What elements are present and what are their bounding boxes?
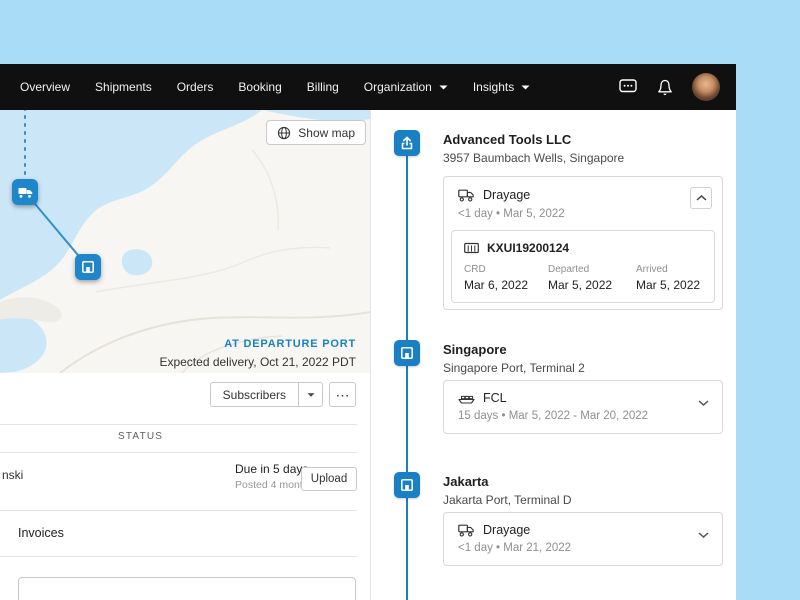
container-row: KXUI19200124 — [464, 241, 702, 255]
chevron-down-icon — [307, 392, 314, 397]
date-column: Departed Mar 5, 2022 — [548, 264, 636, 292]
chat-icon[interactable] — [619, 79, 638, 95]
document-name-fragment: nski — [2, 468, 24, 482]
singapore-timeline-icon[interactable] — [394, 340, 420, 366]
stop-title: Jakarta — [443, 474, 489, 489]
divider — [0, 556, 357, 557]
subscribers-button[interactable]: Subscribers — [209, 382, 299, 407]
show-map-label: Show map — [298, 125, 355, 140]
truck-icon — [18, 187, 32, 198]
jakarta-timeline-icon[interactable] — [394, 472, 420, 498]
chevron-down-icon — [698, 400, 709, 406]
nav-shipments[interactable]: Shipments — [95, 80, 152, 94]
leg-meta: <1 day • Mar 21, 2022 — [458, 542, 572, 554]
stop-title: Singapore — [443, 342, 507, 357]
shipment-status-text: AT DEPARTURE PORT — [224, 338, 356, 350]
shipment-status-block: AT DEPARTURE PORT Expected delivery, Oct… — [159, 338, 356, 407]
truck-icon — [458, 189, 474, 202]
leg-mode-row: Drayage — [458, 188, 708, 202]
leg-card-header: FCL 15 days • Mar 5, 2022 - Mar 20, 2022 — [444, 381, 722, 422]
port-icon — [82, 261, 94, 273]
container-id: KXUI19200124 — [487, 241, 570, 255]
leg-card-header: Drayage <1 day • Mar 21, 2022 — [444, 513, 722, 554]
expand-leg-button[interactable] — [698, 400, 709, 406]
leg-mode-label: Drayage — [483, 188, 531, 202]
nav-insights-label: Insights — [472, 80, 515, 94]
top-navbar: Overview Shipments Orders Booking Billin… — [0, 64, 736, 110]
leg-meta: 15 days • Mar 5, 2022 - Mar 20, 2022 — [458, 410, 649, 422]
collapse-leg-button[interactable] — [690, 187, 712, 209]
truck-icon — [458, 524, 474, 537]
upload-button[interactable]: Upload — [301, 467, 357, 491]
map[interactable] — [0, 110, 371, 373]
nav-overview[interactable]: Overview — [20, 80, 71, 94]
ship-icon — [458, 395, 475, 404]
route-timeline-panel: Advanced Tools LLC 3957 Baumbach Wells, … — [385, 110, 736, 600]
stop-subtitle: Jakarta Port, Terminal D — [443, 493, 572, 507]
more-actions-button[interactable]: ⋯ — [329, 382, 356, 407]
shipment-detail-panel: Show map AT DEPARTURE PORT Expected deli… — [0, 110, 371, 600]
port-icon — [401, 347, 413, 359]
expand-leg-button[interactable] — [698, 532, 709, 538]
date-label: Departed — [548, 264, 590, 275]
date-column: Arrived Mar 5, 2022 — [636, 264, 700, 292]
chevron-down-icon — [521, 85, 530, 89]
expected-delivery-text: Expected delivery, Oct 21, 2022 PDT — [159, 355, 356, 369]
chevron-up-icon — [696, 195, 706, 201]
nav-organization-label: Organization — [363, 80, 432, 94]
divider — [0, 424, 357, 425]
stop-title: Advanced Tools LLC — [443, 132, 572, 147]
leg-mode-row: Drayage — [458, 523, 708, 537]
nav-insights[interactable]: Insights — [473, 80, 530, 94]
shipment-actions: Subscribers ⋯ — [159, 382, 356, 407]
stop-subtitle: 3957 Baumbach Wells, Singapore — [443, 151, 625, 165]
nav-organization[interactable]: Organization — [364, 80, 448, 94]
globe-icon — [278, 126, 291, 139]
chevron-down-icon — [439, 85, 448, 89]
date-value: Mar 6, 2022 — [464, 278, 529, 292]
status-column-header: STATUS — [118, 431, 164, 442]
truck-map-marker[interactable] — [12, 179, 38, 205]
bell-icon[interactable] — [657, 79, 673, 96]
divider — [0, 452, 357, 453]
leg-card-drayage-destination: Drayage <1 day • Mar 21, 2022 — [443, 512, 723, 566]
leg-card-fcl: FCL 15 days • Mar 5, 2022 - Mar 20, 2022 — [443, 380, 723, 434]
export-icon — [401, 136, 413, 150]
origin-timeline-icon[interactable] — [394, 130, 420, 156]
invoices-section-label[interactable]: Invoices — [18, 526, 64, 540]
container-dates: CRD Mar 6, 2022 Departed Mar 5, 2022 Arr… — [464, 264, 702, 292]
nav-orders[interactable]: Orders — [176, 80, 214, 94]
container-detail-card: KXUI19200124 CRD Mar 6, 2022 Departed Ma… — [451, 230, 715, 303]
leg-card-drayage-origin: Drayage <1 day • Mar 5, 2022 KXUI1920012… — [443, 176, 723, 310]
stop-subtitle: Singapore Port, Terminal 2 — [443, 361, 585, 375]
nav-booking[interactable]: Booking — [238, 80, 282, 94]
leg-mode-row: FCL — [458, 391, 708, 405]
container-icon — [464, 242, 479, 254]
leg-meta: <1 day • Mar 5, 2022 — [458, 208, 565, 220]
date-label: Arrived — [636, 264, 668, 275]
leg-card-header: Drayage <1 day • Mar 5, 2022 — [444, 177, 722, 220]
note-input[interactable] — [18, 577, 356, 600]
show-map-button[interactable]: Show map — [266, 120, 366, 145]
date-value: Mar 5, 2022 — [636, 278, 701, 292]
timeline-line — [406, 140, 408, 600]
leg-mode-label: Drayage — [483, 523, 531, 537]
date-label: CRD — [464, 264, 486, 275]
port-icon — [401, 479, 413, 491]
date-column: CRD Mar 6, 2022 — [464, 264, 548, 292]
divider — [0, 510, 357, 511]
chevron-down-icon — [698, 532, 709, 538]
subscribers-dropdown-button[interactable] — [299, 382, 323, 407]
date-value: Mar 5, 2022 — [548, 278, 613, 292]
document-due-text: Due in 5 days — [235, 462, 309, 476]
nav-billing[interactable]: Billing — [306, 80, 339, 94]
avatar[interactable] — [692, 73, 720, 101]
port-map-marker[interactable] — [75, 254, 101, 280]
leg-mode-label: FCL — [483, 391, 507, 405]
navbar-right-tools — [619, 73, 720, 101]
